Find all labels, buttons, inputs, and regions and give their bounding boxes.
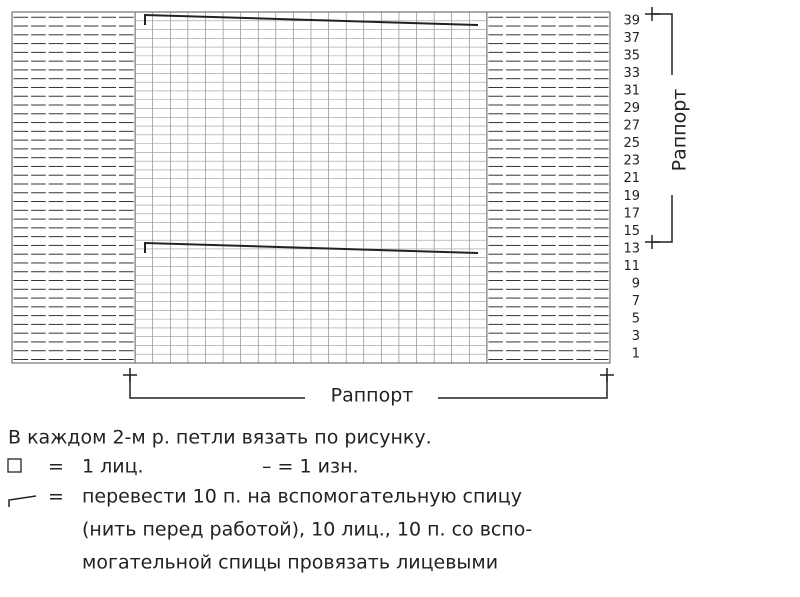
legend-text: – = 1 изн.: [262, 456, 359, 478]
legend-sign: =: [48, 486, 64, 508]
row-number: 15: [623, 224, 640, 239]
row-number: 25: [623, 136, 640, 151]
legend-text: могательной спицы провязать лицевыми: [82, 552, 498, 574]
row-number: 23: [623, 154, 640, 169]
row-number: 21: [623, 171, 640, 186]
legend-text: 1 лиц.: [82, 456, 144, 478]
row-number: 39: [623, 13, 640, 28]
cable-symbol: [144, 13, 479, 26]
note: В каждом 2-м р. петли вязать по рисунку.: [8, 427, 432, 449]
vertical-repeat-bracket: [645, 7, 673, 249]
row-number: 19: [623, 189, 640, 204]
row-number: 27: [623, 119, 640, 134]
cable-symbol: [144, 241, 479, 254]
row-number: 35: [623, 48, 640, 63]
cable-legend-symbol: [8, 495, 37, 507]
legend-sign: =: [48, 456, 64, 478]
row-number: 1: [632, 347, 640, 362]
row-number: 7: [632, 294, 640, 309]
row-number: 3: [632, 329, 640, 344]
repeat-label: Раппорт: [669, 89, 691, 172]
row-number: 5: [632, 312, 640, 327]
knit-symbol: [7, 458, 22, 473]
cable-marks: [144, 13, 479, 254]
row-number: 33: [623, 66, 640, 81]
row-number: 37: [623, 31, 640, 46]
repeat-label: Раппорт: [331, 385, 414, 407]
legend-text: перевести 10 п. на вспомогательную спицу: [82, 486, 522, 508]
row-number: 13: [623, 241, 640, 256]
row-number: 9: [632, 277, 640, 292]
legend-text: (нить перед работой), 10 лиц., 10 п. со …: [82, 519, 532, 541]
row-number: 31: [623, 83, 640, 98]
horizontal-repeat-bracket: [123, 368, 614, 399]
row-number: 17: [623, 206, 640, 221]
row-number: 29: [623, 101, 640, 116]
grid: [11, 11, 611, 364]
row-number: 11: [623, 259, 640, 274]
